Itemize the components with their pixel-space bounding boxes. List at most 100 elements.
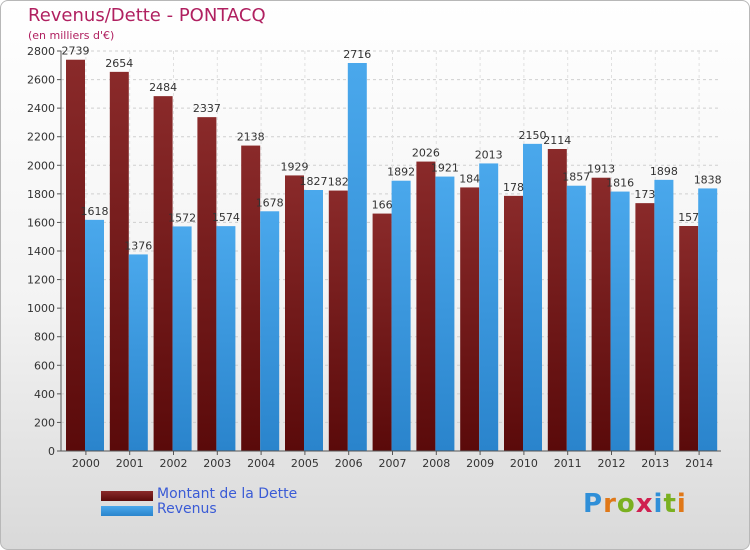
logo-letter: x (635, 489, 654, 519)
bar-revenus-2012 (610, 191, 630, 452)
data-label: 178 (503, 181, 524, 194)
data-label: 173 (634, 188, 655, 201)
y-tick-label: 1800 (27, 188, 55, 201)
data-label: 2114 (543, 134, 571, 147)
x-tick-label: 2003 (203, 457, 231, 470)
proxiti-logo: Proxiti (583, 489, 687, 519)
y-tick-label: 1200 (27, 274, 55, 287)
x-tick-label: 2014 (685, 457, 713, 470)
data-labels: 2739 2654 2484 2337 2138 1929 182 166 2026 184 178… (62, 45, 722, 253)
data-label: 2337 (193, 102, 221, 115)
data-label: 1892 (387, 166, 415, 179)
y-tick-label: 2600 (27, 74, 55, 87)
bar-dette-2008 (416, 161, 436, 452)
y-tick-label: 2400 (27, 102, 55, 115)
logo-letter: i (653, 489, 664, 519)
bar-revenus-2009 (479, 163, 499, 451)
y-tick-label: 1000 (27, 302, 55, 315)
bar-dette-2003 (197, 117, 217, 452)
bar-revenus-2002 (172, 226, 192, 451)
x-tick-label: 2006 (335, 457, 363, 470)
x-tick-label: 2005 (291, 457, 319, 470)
bar-revenus-2000 (85, 219, 104, 451)
data-label: 1376 (124, 239, 152, 252)
data-label: 1921 (431, 162, 459, 175)
bar-dette-2011 (547, 149, 567, 451)
bar-dette-2013 (635, 203, 655, 451)
data-label: 1618 (81, 205, 109, 218)
logo-letter: t (663, 489, 677, 519)
y-tick-label: 1400 (27, 245, 55, 258)
logo-letter: r (603, 489, 617, 519)
data-label: 166 (372, 199, 393, 212)
data-label: 1929 (281, 160, 309, 173)
bar-dette-2007 (372, 213, 392, 451)
x-tick-label: 2007 (379, 457, 407, 470)
logo-letter: P (583, 489, 604, 519)
chart-title: Revenus/Dette - PONTACQ (28, 5, 266, 26)
bar-dette-2004 (241, 145, 261, 452)
data-label: 2716 (343, 48, 371, 61)
bar-revenus-2010 (523, 143, 542, 451)
data-label: 1816 (606, 177, 634, 190)
x-tick-label: 2012 (598, 457, 626, 470)
bar-revenus-2004 (260, 211, 280, 451)
x-tick-label: 2010 (510, 457, 538, 470)
y-tick-label: 400 (34, 388, 55, 401)
data-label: 2026 (412, 147, 440, 160)
chart-subtitle: (en milliers d'€) (28, 29, 115, 42)
bar-revenus-2007 (391, 180, 411, 451)
legend-label-revenus: Revenus (157, 501, 217, 517)
y-tick-label: 600 (34, 359, 55, 372)
data-label: 2138 (237, 131, 265, 144)
data-label: 2739 (62, 45, 90, 58)
data-label: 1678 (256, 196, 284, 209)
data-label: 2150 (519, 129, 547, 142)
data-label: 1898 (650, 165, 678, 178)
data-label: 2484 (149, 81, 177, 94)
data-label: 1574 (212, 211, 240, 224)
data-label: 2013 (475, 148, 503, 161)
bar-dette-2009 (460, 187, 480, 451)
bar-revenus-2011 (566, 185, 586, 451)
bar-dette-2005 (285, 175, 304, 451)
legend-label-debt: Montant de la Dette (157, 486, 298, 502)
bar-revenus-2001 (128, 254, 148, 451)
bar-revenus-2006 (347, 63, 367, 451)
data-label: 1838 (694, 173, 722, 186)
y-tick-label: 200 (34, 416, 55, 429)
x-tick-label: 2011 (554, 457, 582, 470)
y-tick-label: 1600 (27, 216, 55, 229)
x-tick-label: 2002 (160, 457, 188, 470)
data-label: 182 (328, 176, 349, 189)
y-tick-label: 2000 (27, 159, 55, 172)
bar-revenus-2008 (435, 176, 455, 452)
bar-revenus-2014 (698, 188, 718, 451)
data-label: 2654 (105, 57, 133, 70)
bar-dette-2012 (591, 177, 611, 451)
bar-dette-2002 (153, 96, 173, 452)
data-label: 1572 (168, 211, 196, 224)
logo-letter: i (676, 489, 687, 519)
bar-dette-2006 (328, 190, 348, 452)
y-tick-label: 2800 (27, 45, 55, 58)
bar-dette-2014 (679, 226, 699, 451)
logo-letter: o (616, 489, 636, 519)
bar-dette-2001 (109, 71, 129, 451)
y-tick-label: 2200 (27, 131, 55, 144)
data-label: 1913 (587, 163, 615, 176)
legend-swatch-debt (101, 491, 153, 501)
bar-revenus-2005 (304, 190, 323, 451)
bar-revenus-2013 (654, 179, 674, 451)
bar-revenus-2003 (216, 226, 236, 451)
bars (66, 59, 718, 452)
bar-dette-2010 (504, 195, 523, 451)
x-tick-label: 2000 (72, 457, 100, 470)
data-label: 1827 (300, 175, 328, 188)
x-tick-label: 2004 (247, 457, 275, 470)
bar-dette-2000 (66, 59, 85, 451)
x-tick-label: 2009 (466, 457, 494, 470)
x-tick-label: 2001 (116, 457, 144, 470)
